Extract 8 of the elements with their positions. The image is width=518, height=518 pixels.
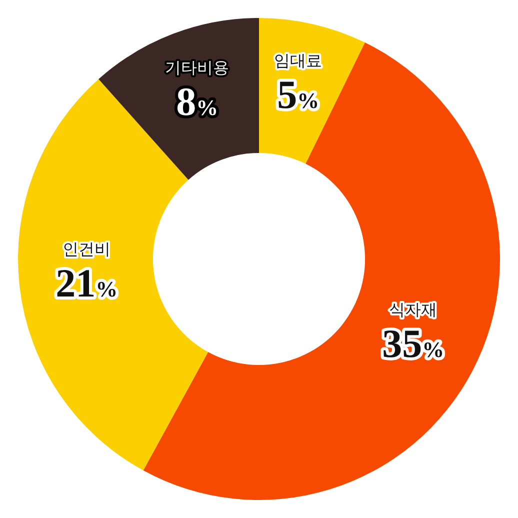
slice-label: 인건비 (62, 240, 111, 259)
data-label: 35% (382, 320, 444, 366)
slice-label: 기타비용 (165, 58, 230, 77)
slice-label: 식자재 (389, 300, 438, 319)
data-label: 8% (176, 78, 218, 124)
data-label: 21% (56, 260, 118, 306)
slice-label: 임대료 (274, 50, 322, 70)
data-label: 5% (277, 72, 320, 117)
